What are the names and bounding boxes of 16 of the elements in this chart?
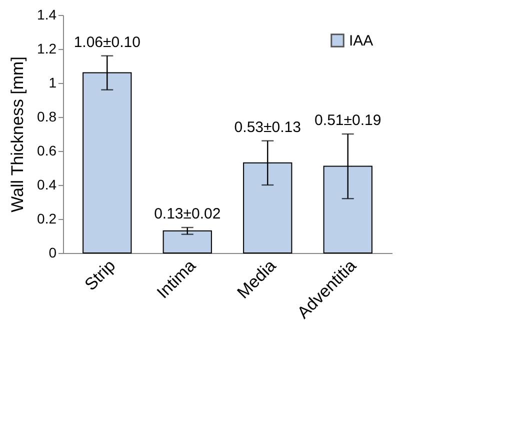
legend-label: IAA	[349, 32, 374, 50]
data-label: 0.53±0.13	[234, 118, 301, 136]
y-tick-label: 0.8	[37, 108, 57, 124]
x-tick-label: Strip	[80, 256, 120, 294]
y-tick-label: 1.4	[37, 6, 57, 22]
y-tick-label: 0	[48, 244, 57, 260]
y-tick-label: 1	[48, 74, 57, 90]
y-tick-label: 1.2	[37, 40, 57, 56]
y-axis-title: Wall Thickness [mm]	[8, 56, 28, 212]
data-label: 0.13±0.02	[154, 206, 221, 222]
bar	[162, 230, 212, 254]
y-tick-label: 0.4	[37, 176, 57, 192]
data-label: 0.51±0.19	[314, 112, 382, 129]
y-tick-label: 0.6	[37, 142, 57, 158]
y-tick-label: 0.2	[37, 210, 57, 226]
data-label: 1.06±0.10	[74, 34, 140, 51]
